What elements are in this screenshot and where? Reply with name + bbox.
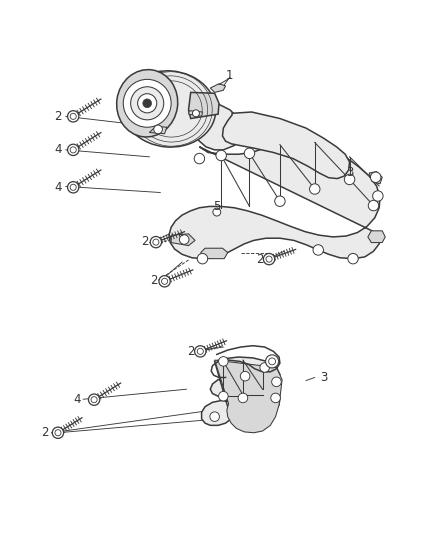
Circle shape (143, 99, 152, 108)
Circle shape (216, 150, 226, 161)
Circle shape (192, 110, 199, 117)
Text: 3: 3 (346, 166, 353, 180)
Circle shape (271, 393, 280, 403)
Circle shape (88, 394, 100, 405)
Text: 2: 2 (150, 274, 158, 287)
Circle shape (238, 393, 248, 403)
Ellipse shape (122, 71, 215, 147)
Circle shape (219, 357, 228, 366)
Circle shape (197, 254, 208, 264)
Polygon shape (201, 357, 280, 425)
Circle shape (131, 87, 164, 120)
Circle shape (313, 245, 323, 255)
Polygon shape (188, 92, 219, 118)
Circle shape (260, 362, 269, 372)
Circle shape (265, 355, 279, 368)
Circle shape (272, 377, 281, 386)
Circle shape (263, 254, 275, 265)
Circle shape (348, 254, 358, 264)
Circle shape (162, 278, 168, 284)
Circle shape (180, 235, 189, 244)
Text: 2: 2 (41, 426, 49, 439)
Text: 4: 4 (54, 181, 62, 194)
Circle shape (219, 391, 228, 401)
Polygon shape (369, 172, 382, 184)
Circle shape (244, 148, 254, 158)
Circle shape (55, 430, 61, 436)
Circle shape (344, 174, 355, 184)
Circle shape (150, 237, 162, 248)
Text: 2: 2 (141, 235, 149, 248)
Circle shape (67, 144, 79, 156)
Text: 5: 5 (213, 200, 220, 213)
Circle shape (138, 94, 157, 113)
Polygon shape (171, 234, 195, 246)
Circle shape (373, 191, 383, 201)
Circle shape (67, 111, 79, 122)
Polygon shape (223, 112, 350, 179)
Circle shape (368, 200, 379, 211)
Circle shape (197, 349, 203, 354)
Circle shape (210, 412, 219, 422)
Circle shape (52, 427, 64, 439)
Circle shape (371, 172, 381, 182)
Circle shape (153, 239, 159, 245)
Text: 2: 2 (54, 110, 62, 123)
Circle shape (91, 397, 97, 403)
Circle shape (275, 196, 285, 206)
Circle shape (70, 114, 76, 119)
Circle shape (70, 184, 76, 190)
Text: 2: 2 (257, 253, 264, 265)
Polygon shape (201, 248, 228, 259)
Circle shape (123, 79, 171, 127)
Polygon shape (215, 360, 282, 433)
Circle shape (194, 346, 206, 357)
Polygon shape (368, 231, 385, 243)
Polygon shape (169, 140, 381, 259)
Circle shape (70, 147, 76, 153)
Circle shape (240, 372, 250, 381)
Ellipse shape (117, 70, 178, 137)
Polygon shape (210, 84, 226, 92)
Polygon shape (188, 111, 202, 116)
Text: 2: 2 (187, 345, 194, 358)
Circle shape (266, 256, 272, 262)
Polygon shape (149, 126, 167, 134)
Text: 1: 1 (226, 69, 233, 83)
Text: 4: 4 (54, 143, 62, 156)
Circle shape (159, 276, 170, 287)
Circle shape (268, 358, 276, 365)
Text: 3: 3 (320, 371, 327, 384)
Circle shape (213, 208, 221, 216)
Polygon shape (194, 102, 243, 150)
Circle shape (194, 154, 205, 164)
Circle shape (154, 125, 162, 134)
Circle shape (67, 182, 79, 193)
Circle shape (310, 184, 320, 194)
Text: 4: 4 (74, 393, 81, 406)
